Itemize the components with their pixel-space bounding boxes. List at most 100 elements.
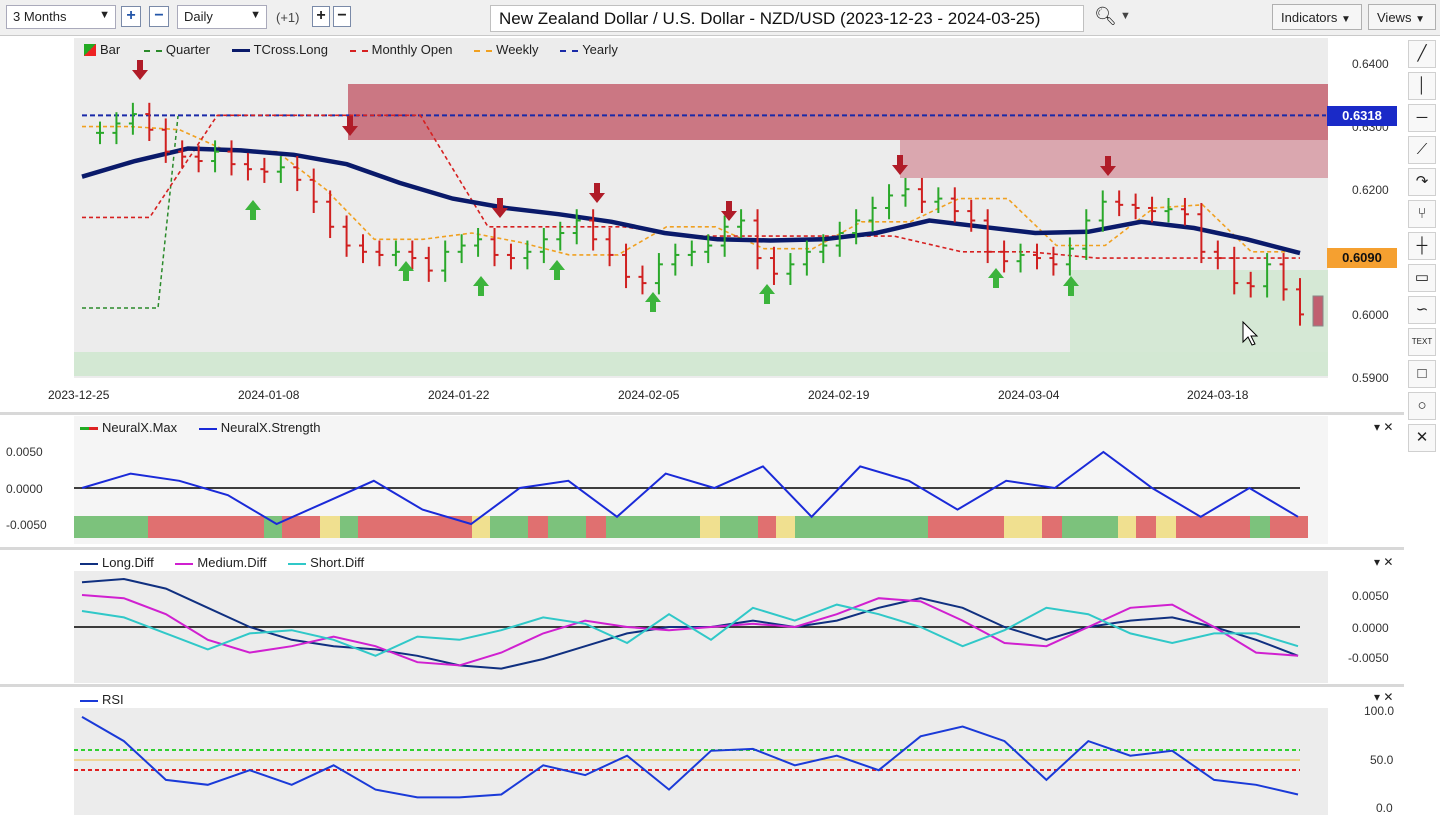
offset-label: (+1) [276,10,300,25]
rsi-tick: 50.0 [1370,753,1394,767]
search-icon[interactable]: 🔍︎ [1094,6,1117,26]
date-tick: 2024-02-19 [808,388,870,402]
rsi-line [81,716,1299,799]
neural-tick: 0.0000 [6,482,43,496]
rsi-swatch [80,699,98,702]
vertical-line-icon[interactable]: │ [1408,72,1436,100]
zoom-out-button[interactable]: − [149,6,169,27]
neural-max-segment [1250,516,1270,538]
close-icon[interactable]: ✕ [1408,424,1436,452]
horizontal-line-icon[interactable]: ─ [1408,104,1436,132]
diff-tick: -0.0050 [1348,651,1389,665]
yearly-price-tag: 0.6318 [1327,106,1397,126]
zoom-in-button[interactable]: + [121,6,141,27]
down-arrow-icon [589,183,605,203]
neural-tick: -0.0050 [6,518,47,532]
views-button[interactable]: Views ▼ [1368,4,1436,30]
text-icon[interactable]: TEXT [1408,328,1436,356]
neural-max-segment [1062,516,1118,538]
fork-icon[interactable]: ⑂ [1408,200,1436,228]
neural-max-segment [1270,516,1308,538]
rsi-label: RSI [102,692,124,707]
up-arrow-icon [473,276,489,296]
long-diff-swatch [80,562,98,565]
legend-long-diff-item[interactable]: Long.Diff [80,555,154,570]
panel-divider[interactable] [0,547,1404,550]
legend-quarter-item[interactable]: Quarter [143,42,210,57]
comment-icon[interactable]: ▭ [1408,264,1436,292]
neural-max-segment [720,516,758,538]
neural-max-segment [606,516,700,538]
neural-max-segment [74,516,148,538]
legend-neural-max-item[interactable]: NeuralX.Max [80,420,177,435]
down-arrow-icon [892,155,908,175]
circle-icon[interactable]: ○ [1408,392,1436,420]
weekly-line [82,125,1300,256]
rectangle-icon[interactable]: □ [1408,360,1436,388]
signal-arrows [132,60,1116,312]
chart-title-field[interactable]: New Zealand Dollar / U.S. Dollar - NZD/U… [490,5,1084,32]
neural-panel[interactable]: NeuralX.Max NeuralX.Strength ▾ ✕ 0.0050 … [0,416,1404,546]
trend-line-icon[interactable]: ⟋ [1408,136,1436,164]
legend-weekly-item[interactable]: Weekly [474,42,539,57]
interval-value: Daily [184,9,213,24]
wave-icon[interactable]: ∽ [1408,296,1436,324]
date-tick: 2024-03-04 [998,388,1060,402]
main-line-group [81,114,1326,309]
remove-offset-button[interactable]: − [333,6,351,27]
legend-tcross-item[interactable]: TCross.Long [231,42,328,57]
legend-monthly-item[interactable]: Monthly Open [349,42,453,57]
neural-max-segment [758,516,776,538]
short-diff-swatch [288,562,307,565]
panel-menu-icon[interactable]: ▾ ✕ [1374,690,1394,704]
up-arrow-icon [988,268,1004,288]
panel-menu-icon[interactable]: ▾ ✕ [1374,420,1394,434]
short-diff-line [81,603,1299,657]
add-offset-button[interactable]: + [312,6,330,27]
neural-max-segment [320,516,340,538]
legend-weekly-label: Weekly [496,42,539,57]
panel-divider[interactable] [0,412,1404,415]
price-panel[interactable]: Bar Quarter TCross.Long Monthly Open Wee… [0,38,1404,410]
panel-divider[interactable] [0,684,1404,687]
diff-tick: 0.0050 [1352,589,1389,603]
neural-max-segment [1156,516,1176,538]
interval-select[interactable]: Daily ▼ [177,5,267,29]
legend-rsi-item[interactable]: RSI [80,692,124,707]
neural-max-segment [548,516,586,538]
neural-legend: NeuralX.Max NeuralX.Strength [80,420,321,435]
legend-bar-item[interactable]: Bar [84,42,120,57]
neural-strength-swatch [198,427,217,430]
neural-max-band [74,516,1308,538]
neural-max-segment [282,516,320,538]
legend-medium-diff-item[interactable]: Medium.Diff [175,555,267,570]
neural-max-segment [1176,516,1250,538]
neural-max-segment [1042,516,1062,538]
neural-strength-line [81,450,1299,526]
resistance-zone-upper [348,84,1328,140]
legend-yearly-item[interactable]: Yearly [560,42,618,57]
legend-short-diff-item[interactable]: Short.Diff [288,555,364,570]
legend-bar-label: Bar [100,42,121,57]
legend-quarter-label: Quarter [165,42,210,57]
date-tick: 2024-02-05 [618,388,680,402]
diff-panel[interactable]: Long.Diff Medium.Diff Short.Diff ▾ ✕ 0.0… [0,551,1404,683]
date-tick: 2024-01-22 [428,388,490,402]
chevron-down-icon[interactable]: ▼ [1120,10,1131,22]
chevron-down-icon: ▼ [1415,14,1425,25]
curve-icon[interactable]: ↷ [1408,168,1436,196]
crosshair-icon[interactable]: ┼ [1408,232,1436,260]
medium-diff-line [81,594,1299,667]
indicators-button[interactable]: Indicators ▼ [1272,4,1362,30]
line-tool-icon[interactable]: ╱ [1408,40,1436,68]
legend-neural-strength-item[interactable]: NeuralX.Strength [198,420,321,435]
monthly-swatch [349,49,368,52]
panel-menu-icon[interactable]: ▾ ✕ [1374,555,1394,569]
neural-tick: 0.0050 [6,445,43,459]
period-select[interactable]: 3 Months ▼ [6,5,116,29]
rsi-panel[interactable]: RSI ▾ ✕ 100.0 50.0 0.0 [0,688,1404,815]
neural-max-segment [1004,516,1042,538]
drawing-tools: ╱ │ ─ ⟋ ↷ ⑂ ┼ ▭ ∽ TEXT □ ○ ✕ [1404,38,1440,458]
chart-title: New Zealand Dollar / U.S. Dollar - NZD/U… [499,9,1041,28]
chevron-down-icon: ▼ [1341,14,1351,25]
